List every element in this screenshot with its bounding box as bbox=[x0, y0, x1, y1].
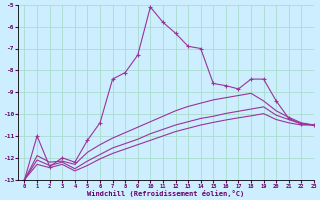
X-axis label: Windchill (Refroidissement éolien,°C): Windchill (Refroidissement éolien,°C) bbox=[87, 190, 245, 197]
